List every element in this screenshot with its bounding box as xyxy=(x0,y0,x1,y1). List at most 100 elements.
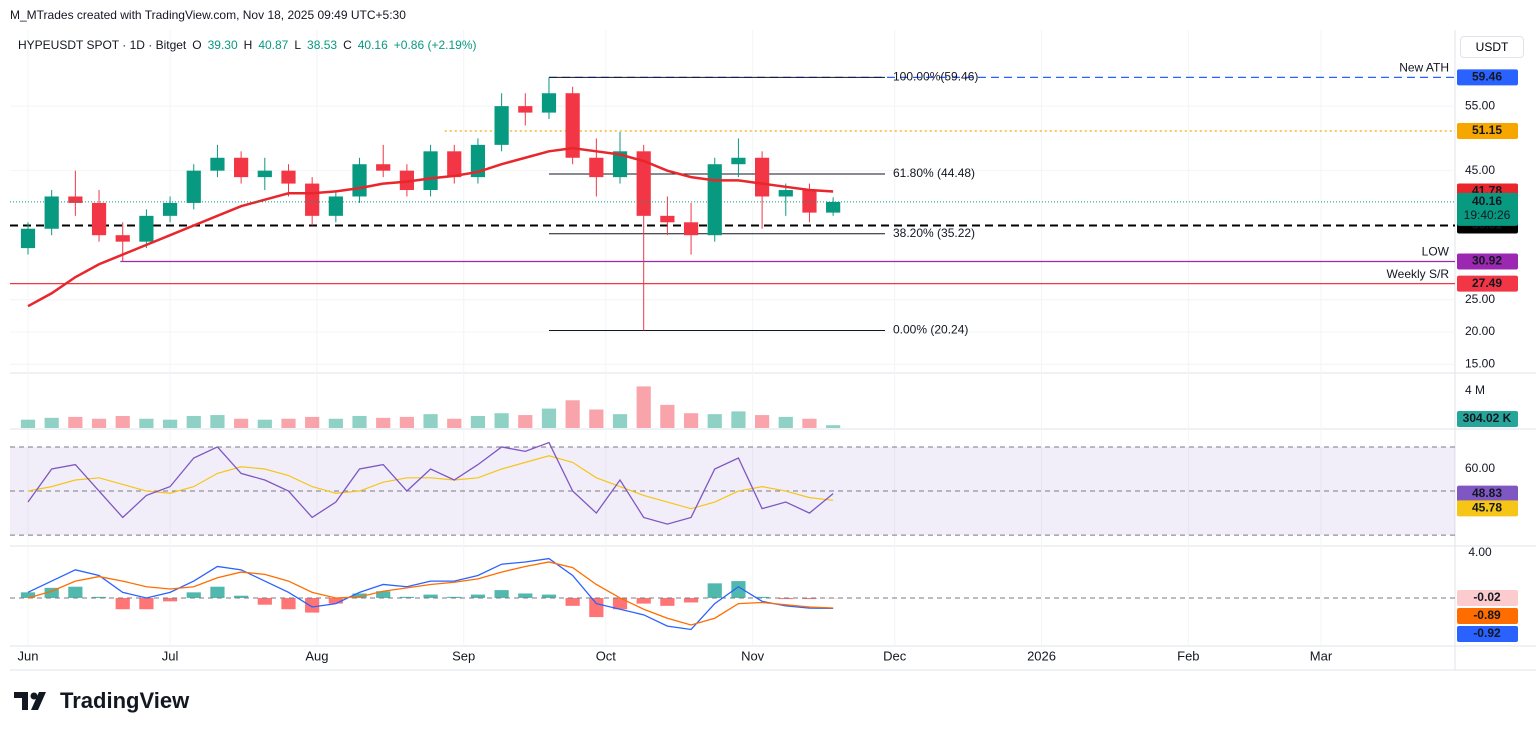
macd-histogram-bar xyxy=(305,597,320,613)
logo-icon xyxy=(14,692,46,710)
macd-histogram-bar xyxy=(210,586,225,598)
level-label: 30.92 xyxy=(1472,254,1502,268)
candle-body xyxy=(826,201,841,213)
macd-histogram-bar xyxy=(612,597,628,610)
fib-label: 0.00% (20.24) xyxy=(893,323,968,337)
signal-line xyxy=(27,561,834,626)
volume-bar xyxy=(328,418,343,428)
candle-body xyxy=(68,196,83,203)
y-tick-label: 15.00 xyxy=(1465,356,1495,370)
currency[interactable]: USDT xyxy=(1460,36,1524,58)
macd-histogram-bar xyxy=(778,597,793,600)
macd-histogram-bar xyxy=(352,593,367,598)
x-tick-label: Jun xyxy=(18,648,39,663)
candle-body xyxy=(281,170,296,184)
y-tick-label: 25.00 xyxy=(1465,292,1495,306)
candle-body xyxy=(376,164,391,171)
macd-histogram-bar xyxy=(494,590,509,598)
macd-histogram-bar xyxy=(257,597,272,605)
volume-bar xyxy=(731,411,746,428)
macd-tick-label: 4.00 xyxy=(1468,545,1492,559)
volume-bar xyxy=(754,415,770,428)
rsi-ma-line xyxy=(27,455,834,510)
fib-label: 38.20% (35.22) xyxy=(893,226,975,240)
macd-histogram-bar xyxy=(731,581,746,598)
candle-body xyxy=(91,202,107,236)
macd-histogram-bar xyxy=(328,597,343,604)
candle-body xyxy=(20,228,36,249)
ohlc-key: H xyxy=(243,38,253,52)
volume-label-box xyxy=(1457,411,1518,427)
volume-bar xyxy=(162,419,178,428)
volume-bar xyxy=(68,416,83,428)
macd-histogram-bar xyxy=(162,597,178,602)
volume-bar xyxy=(541,408,557,428)
macd-line xyxy=(27,557,834,631)
ohlc-value: 38.53 xyxy=(307,38,338,52)
volume-bar xyxy=(802,418,817,428)
credit: M_MTrades created with TradingView.com, … xyxy=(10,8,406,22)
macd-histogram-bar xyxy=(802,597,817,600)
ohlc-key: O xyxy=(192,38,202,52)
ohlc-value: 40.87 xyxy=(258,38,289,52)
ohlc-value: 40.16 xyxy=(357,38,388,52)
rsi-ma-label: 45.78 xyxy=(1472,500,1502,514)
candle-body xyxy=(612,151,628,178)
volume-bar xyxy=(683,413,699,428)
macd-histogram-bar xyxy=(707,583,722,598)
volume-bar xyxy=(44,417,59,428)
candle-body xyxy=(470,144,486,178)
macd-histogram-bar xyxy=(91,596,107,598)
candle-body xyxy=(802,190,817,213)
macd-histogram-bar xyxy=(565,597,580,606)
volume-bar xyxy=(234,418,249,428)
candle-body xyxy=(352,164,367,197)
candle-body xyxy=(423,151,438,191)
volume-bar xyxy=(186,415,201,428)
candle-body xyxy=(139,215,154,242)
candle-body xyxy=(683,222,699,236)
volume-bar xyxy=(778,416,793,428)
volume-tick-label: 4 M xyxy=(1465,383,1485,397)
macd-histogram-bar xyxy=(754,596,770,598)
volume-bar xyxy=(376,417,391,428)
macd-histogram-bar xyxy=(447,596,462,598)
x-tick-label: Jul xyxy=(162,648,179,663)
volume-bar xyxy=(352,415,367,428)
macd-histogram-bar xyxy=(423,594,438,598)
level-label: 27.49 xyxy=(1472,276,1502,290)
signal-label: -0.89 xyxy=(1473,608,1501,622)
candle-body xyxy=(778,190,793,197)
rsi-line xyxy=(27,441,834,525)
volume-label: 304.02 K xyxy=(1463,411,1512,425)
rsi-tick-label: 60.00 xyxy=(1465,461,1495,475)
macd-histogram-bar xyxy=(281,597,296,610)
symbol: HYPEUSDT SPOT · 1D · Bitget xyxy=(18,38,187,52)
x-tick-label: Aug xyxy=(305,648,328,663)
y-tick-label: 55.00 xyxy=(1465,98,1495,112)
candle-body xyxy=(305,183,320,216)
candle-body xyxy=(399,170,414,191)
x-tick-label: Nov xyxy=(741,648,765,663)
volume-bar xyxy=(447,418,462,428)
volume-bar xyxy=(305,416,320,428)
candle-body xyxy=(234,157,249,178)
macd-histogram-bar xyxy=(589,597,604,618)
volume-bar xyxy=(20,419,36,428)
ohlc-key: L xyxy=(294,38,302,52)
x-tick-label: 2026 xyxy=(1027,648,1056,663)
candle-body xyxy=(257,170,272,178)
volume-bar xyxy=(399,416,414,428)
macd-histogram-bar xyxy=(186,592,201,598)
x-tick-label: Mar xyxy=(1310,648,1333,663)
candle-body xyxy=(447,151,462,178)
x-tick-label: Dec xyxy=(883,648,907,663)
candle-body xyxy=(518,106,533,113)
x-tick-label: Feb xyxy=(1177,648,1199,663)
x-tick-label: Oct xyxy=(596,648,617,663)
volume-bar xyxy=(115,415,130,428)
moving-average xyxy=(27,146,834,308)
y-tick-label: 20.00 xyxy=(1465,324,1495,338)
